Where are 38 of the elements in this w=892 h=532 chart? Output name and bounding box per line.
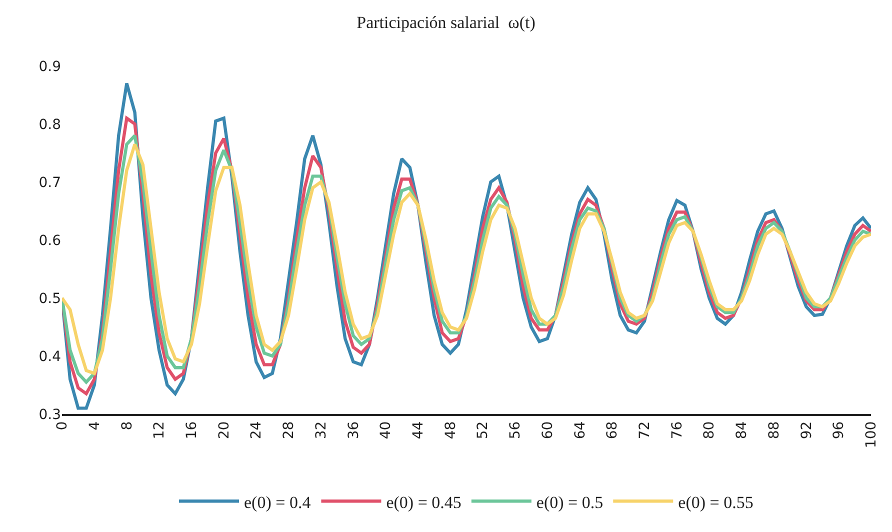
x-tick-label: 44 (410, 421, 427, 440)
x-tick-label: 48 (442, 421, 459, 440)
x-tick-label: 40 (378, 421, 394, 440)
x-tick-label: 84 (734, 421, 750, 440)
x-tick-label: 12 (152, 421, 168, 440)
y-tick-label: 0.8 (38, 116, 61, 133)
legend-label: e(0) = 0.55 (678, 492, 754, 512)
y-tick-label: 0.9 (38, 58, 61, 75)
legend-label: e(0) = 0.5 (536, 492, 604, 512)
x-tick-label: 88 (766, 421, 782, 440)
x-tick-label: 8 (119, 421, 136, 430)
x-tick-label: 100 (864, 421, 880, 448)
x-tick-label: 24 (248, 421, 265, 440)
x-tick-label: 72 (637, 421, 654, 440)
y-tick-label: 0.6 (38, 232, 62, 249)
y-tick-label: 0.5 (38, 290, 61, 307)
legend-label: e(0) = 0.45 (386, 492, 462, 512)
y-tick-label: 0.3 (38, 406, 61, 423)
x-tick-label: 56 (508, 421, 524, 440)
x-tick-label: 4 (86, 421, 103, 430)
x-tick-label: 32 (313, 421, 330, 440)
x-tick-label: 92 (798, 421, 815, 440)
x-tick-label: 0 (54, 421, 71, 430)
y-tick-label: 0.4 (38, 348, 62, 365)
x-tick-label: 80 (702, 421, 718, 440)
x-tick-label: 68 (604, 421, 621, 440)
x-tick-label: 96 (831, 421, 848, 440)
x-tick-label: 64 (572, 421, 588, 440)
x-tick-label: 16 (184, 421, 200, 440)
x-tick-label: 36 (346, 421, 362, 440)
chart-title: Participación salarial ω(t) (356, 12, 536, 32)
x-tick-label: 60 (540, 421, 556, 440)
x-tick-label: 52 (475, 421, 492, 440)
x-tick-label: 20 (216, 421, 232, 440)
x-tick-label: 28 (281, 421, 298, 440)
legend-label: e(0) = 0.4 (244, 492, 312, 512)
x-tick-label: 76 (669, 421, 686, 440)
y-tick-label: 0.7 (38, 174, 61, 191)
